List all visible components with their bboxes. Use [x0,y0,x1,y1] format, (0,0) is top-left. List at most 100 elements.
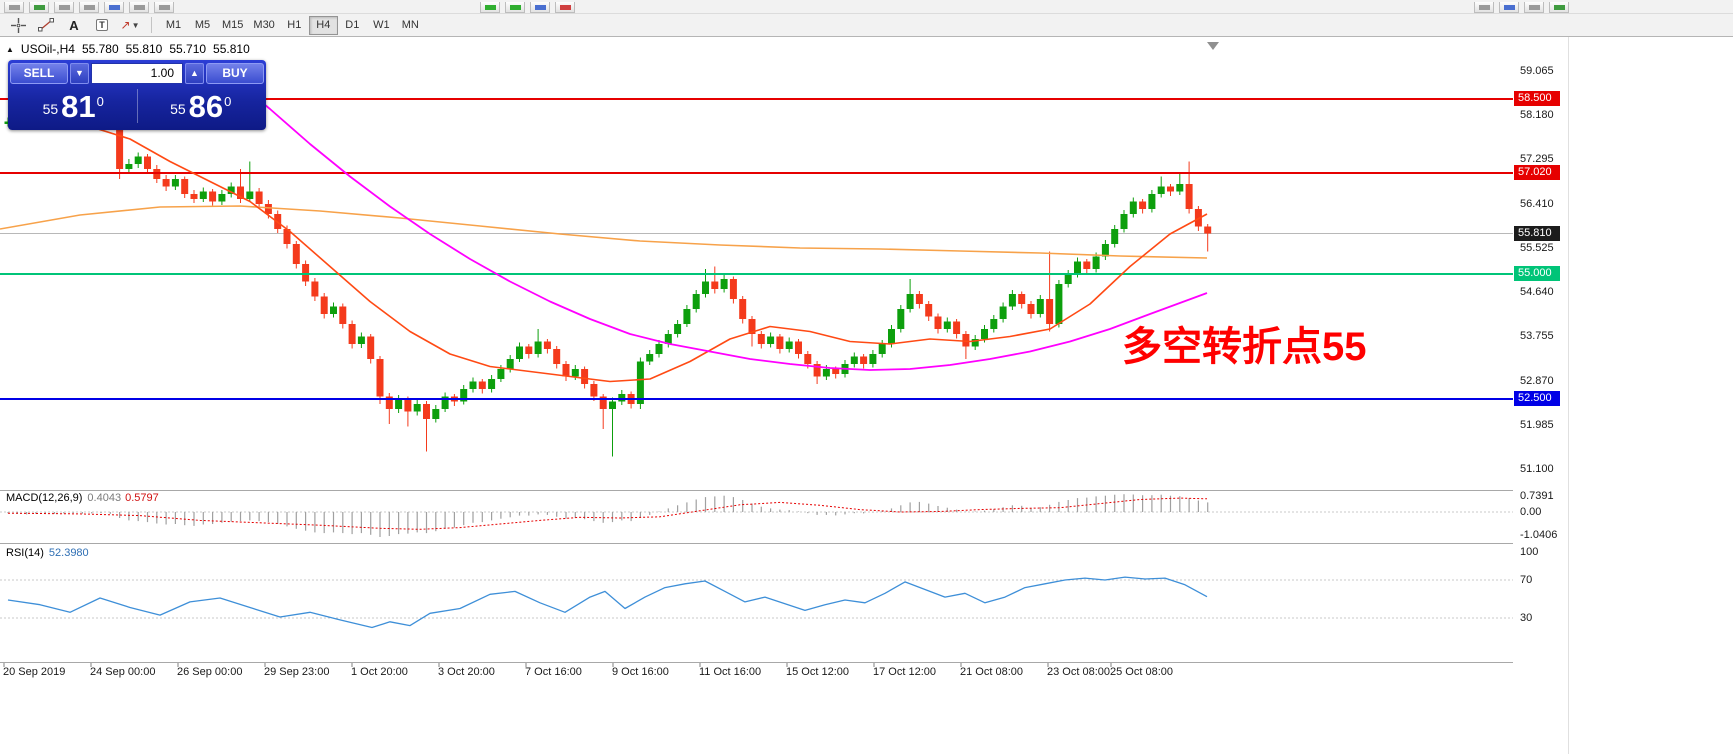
rsi-indicator-header: RSI(14) 52.3980 [6,547,89,559]
sell-price-prefix: 55 [42,100,59,117]
trade-controls-row: SELL ▼ ▲ BUY [10,62,264,84]
price-label: 52.870 [1520,374,1554,387]
timeframe-button-mn[interactable]: MN [396,16,425,35]
chevron-down-icon: ▼ [131,20,140,30]
timeframe-button-m30[interactable]: M30 [248,16,279,35]
buy-price-big: 86 [188,88,224,124]
chart-shift-marker-icon[interactable] [1207,42,1219,50]
price-divider [136,89,138,123]
price-label: 55.525 [1520,241,1554,254]
toolbar-icon-fragment[interactable] [4,2,24,13]
text-tool-icon: A [69,17,79,33]
toolbar-icon-fragment[interactable] [154,2,174,13]
sell-button[interactable]: SELL [10,62,68,84]
timeframe-button-d1[interactable]: D1 [338,16,367,35]
time-label: 25 Oct 08:00 [1110,666,1173,678]
toolbar-icon-fragment[interactable] [1474,2,1494,13]
sell-price-display[interactable]: 55 81 0 [10,91,137,122]
volume-input[interactable] [91,62,183,84]
trendline-tool-button[interactable] [33,15,59,35]
price-label: 58.180 [1520,109,1554,121]
trendline-icon [38,18,54,32]
time-label: 3 Oct 20:00 [438,666,495,678]
indicator-scale-label: 70 [1520,574,1533,586]
time-label: 29 Sep 23:00 [264,666,330,678]
price-label: 54.640 [1520,286,1554,298]
price-label: 51.985 [1520,418,1554,431]
macd-signal-value: 0.5797 [125,492,159,504]
timeframe-button-m5[interactable]: M5 [188,16,217,35]
time-label: 24 Sep 00:00 [90,666,156,678]
text-label-icon: T [96,19,108,31]
chart-text-annotation[interactable]: 多空转折点55 [1122,325,1367,369]
indicator-scale-label: 100 [1520,546,1539,558]
price-badge: 55.810 [1514,225,1560,241]
buy-button[interactable]: BUY [206,62,264,84]
timeframe-button-h4[interactable]: H4 [308,15,338,35]
buy-price-prefix: 55 [170,100,186,117]
volume-up-button[interactable]: ▲ [185,62,204,84]
toolbar-top-row [0,0,1733,14]
indicator-scale-label: -1.0406 [1520,529,1558,541]
buy-price-display[interactable]: 55 86 0 [138,91,265,122]
timeframe-button-h1[interactable]: H1 [280,16,309,35]
one-click-panel-toggle-icon[interactable]: ▲ [6,44,14,54]
text-tool-button[interactable]: A [61,15,87,35]
rsi-name: RSI(14) [6,547,44,559]
toolbar-line-studies-row: A T ↗ ▼ M1 M5 M15 M30 H1 H4 D1 W1 MN [0,14,1733,37]
toolbar-icon-fragment[interactable] [1499,2,1519,13]
price-label: 59.065 [1520,64,1554,77]
sell-price-sup: 0 [96,93,104,109]
time-label: 26 Sep 00:00 [177,666,243,678]
time-label: 23 Oct 08:00 [1047,666,1110,678]
volume-dropdown-button[interactable]: ▼ [70,62,89,84]
toolbar-icon-fragment[interactable] [1549,2,1569,13]
ohlc-high: 55.810 [125,42,163,56]
price-badge: 52.500 [1514,391,1560,406]
toolbar-icon-fragment[interactable] [555,2,575,13]
indicator-scale-label: 0.7391 [1520,490,1554,502]
crosshair-icon [10,17,26,33]
macd-value: 0.4043 [87,492,122,504]
price-label: 56.410 [1520,197,1554,210]
text-label-tool-button[interactable]: T [89,15,115,35]
macd-indicator-header: MACD(12,26,9) 0.4043 0.5797 [6,492,159,504]
candlestick-series [4,94,1212,457]
time-scale[interactable]: 20 Sep 2019 24 Sep 00:00 26 Sep 00:00 29 Se… [0,663,1513,682]
toolbar-icon-fragment[interactable] [1524,2,1544,13]
ma-line-slow-orange [0,205,1208,259]
toolbar-icon-fragment[interactable] [79,2,99,13]
toolbar-icon-fragment[interactable] [530,2,550,13]
time-label: 11 Oct 16:00 [699,666,762,678]
ohlc-low: 55.710 [169,42,207,56]
price-scale[interactable]: 59.065 58.180 57.295 56.410 55.525 54.640 53.7… [1513,38,1568,682]
timeframe-button-m15[interactable]: M15 [217,16,248,35]
toolbar-icon-fragment[interactable] [29,2,49,13]
toolbar-icon-fragment[interactable] [505,2,525,13]
trade-prices-row: 55 81 0 55 86 0 [10,84,264,128]
buy-price-sup: 0 [224,93,232,109]
toolbar-icon-fragment[interactable] [104,2,124,13]
timeframe-button-w1[interactable]: W1 [367,16,396,35]
right-empty-area [1568,37,1733,754]
price-label: 51.100 [1520,463,1554,475]
arrows-tool-button[interactable]: ↗ ▼ [117,15,143,35]
time-label: 21 Oct 08:00 [960,666,1023,678]
macd-name: MACD(12,26,9) [6,492,83,504]
toolbar-icon-fragment[interactable] [129,2,149,13]
toolbar-icon-fragment[interactable] [54,2,74,13]
timeframe-button-m1[interactable]: M1 [159,16,188,35]
toolbar-separator [151,17,152,33]
rsi-value: 52.3980 [48,547,89,559]
toolbar-icon-fragment[interactable] [480,2,500,13]
crosshair-tool-button[interactable] [5,15,31,35]
price-badge: 55.000 [1514,266,1560,281]
ohlc-close: 55.810 [213,42,250,56]
price-badge: 58.500 [1514,91,1560,106]
indicator-scale-label: 30 [1520,612,1533,624]
time-label: 7 Oct 16:00 [525,666,582,678]
ma-line-long-magenta [227,73,1208,371]
one-click-trading-panel: SELL ▼ ▲ BUY 55 81 0 55 86 0 [8,60,266,130]
price-badge: 57.020 [1514,165,1560,180]
